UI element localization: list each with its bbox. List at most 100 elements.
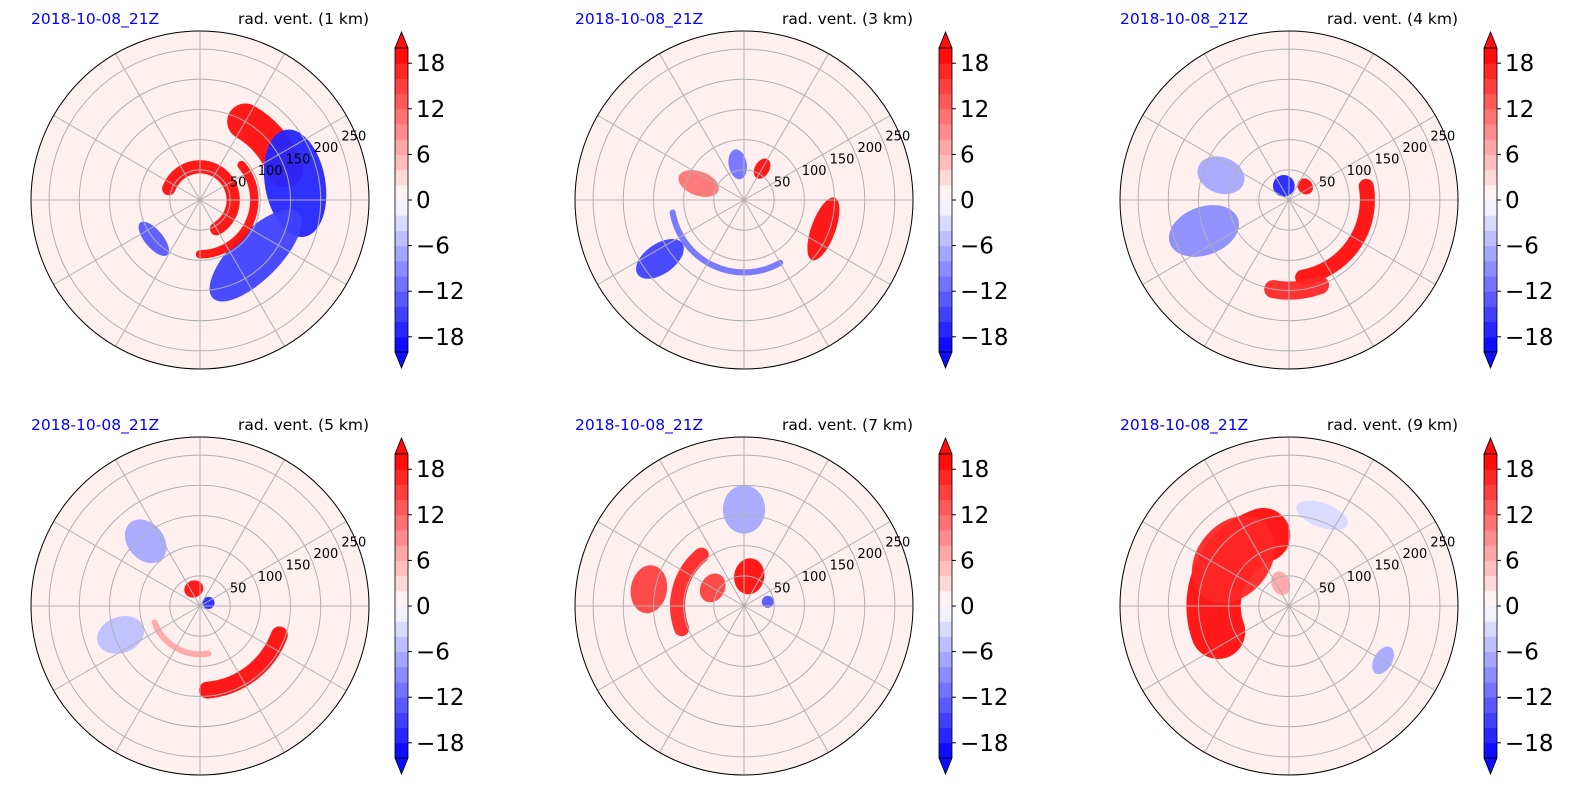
colorbar-tick-label: 12 <box>416 97 445 123</box>
colorbar-tick-label: −18 <box>1505 731 1554 757</box>
radial-tick-label: 150 <box>286 152 311 167</box>
grid-spoke <box>1288 605 1374 753</box>
colorbar-tick-label: 12 <box>960 503 989 529</box>
grid-spoke <box>1288 459 1374 607</box>
colorbar-tick-label: 0 <box>960 594 975 620</box>
colorbar-band <box>395 666 408 683</box>
colorbar-band <box>1484 169 1497 186</box>
grid-spoke <box>743 605 829 753</box>
colorbar-band <box>1484 245 1497 262</box>
grid-spoke <box>659 199 745 347</box>
radial-tick-label: 200 <box>858 141 883 156</box>
radial-tick-label: 50 <box>774 175 791 190</box>
contour-arc <box>669 209 784 276</box>
grid-spoke <box>1142 115 1290 201</box>
colorbar-band <box>395 169 408 186</box>
contour-blob <box>1271 571 1291 596</box>
colorbar-band <box>395 276 408 292</box>
colorbar-band <box>939 154 952 171</box>
colorbar-band <box>1484 697 1497 713</box>
colorbar-band <box>939 260 952 277</box>
grid-spoke <box>199 53 285 201</box>
colorbar-tick-label: 0 <box>960 188 975 214</box>
colorbar-band <box>939 606 952 622</box>
colorbar-tick-label: 12 <box>1505 503 1534 529</box>
colorbar-tick-label: −12 <box>960 279 1009 305</box>
colorbar-tick-label: 0 <box>416 188 431 214</box>
colorbar-tick-label: −18 <box>416 731 465 757</box>
colorbar-band <box>939 306 952 323</box>
grid-spoke <box>1288 199 1374 347</box>
grid-spoke <box>1288 115 1436 201</box>
colorbar-band <box>1484 154 1497 171</box>
grid-spoke <box>53 115 201 201</box>
colorbar-band <box>939 545 952 561</box>
colorbar-band <box>395 727 408 744</box>
radial-tick-label: 200 <box>858 547 883 562</box>
colorbar-band <box>1484 590 1497 607</box>
date-label: 2018-10-08_21Z <box>1120 10 1248 29</box>
colorbar-extend-max <box>1483 30 1498 49</box>
colorbar-band <box>395 139 408 155</box>
colorbar-tick-label: 6 <box>1505 548 1520 574</box>
colorbar-band <box>1484 200 1497 216</box>
colorbar-band <box>395 184 408 201</box>
colorbar-tick-label: 0 <box>1505 188 1520 214</box>
grid-spoke <box>659 605 745 753</box>
radial-tick-label: 50 <box>774 581 791 596</box>
radial-tick-label: 100 <box>1347 570 1372 585</box>
colorbar-band <box>395 245 408 262</box>
grid-spoke <box>199 605 347 691</box>
colorbar-band <box>395 575 408 592</box>
colorbar-band <box>1484 651 1497 668</box>
colorbar: 18 12 6 0 −18 −12 −6 <box>1483 30 1554 370</box>
colorbar-band <box>1484 184 1497 201</box>
grid-spoke <box>1288 53 1374 201</box>
radial-tick-label: 150 <box>286 558 311 573</box>
colorbar-band <box>939 499 952 516</box>
colorbar-tick-label: −18 <box>960 325 1009 351</box>
contour-arc <box>670 547 709 637</box>
colorbar-band <box>395 697 408 713</box>
colorbar: 18 12 6 0 −18 −12 −6 <box>1483 436 1554 776</box>
colorbar-band <box>395 514 408 531</box>
polar-frame <box>30 30 370 370</box>
colorbar-band <box>395 636 408 653</box>
radial-tick-label: 150 <box>830 152 855 167</box>
grid-spoke <box>659 459 745 607</box>
colorbar-tick-label: 12 <box>416 503 445 529</box>
colorbar-band <box>395 108 408 125</box>
contour-blob <box>1297 178 1313 195</box>
colorbar-extend-max <box>938 436 953 455</box>
panel-title: rad. vent. (3 km) <box>782 10 913 28</box>
colorbar-band <box>395 484 408 501</box>
polar-frame <box>1119 30 1459 370</box>
colorbar-band <box>395 93 408 110</box>
colorbar-band <box>939 108 952 125</box>
grid-spoke <box>1142 521 1290 607</box>
colorbar-tick-label: 12 <box>960 97 989 123</box>
panel-title: rad. vent. (7 km) <box>782 416 913 434</box>
grid-spoke <box>199 199 285 347</box>
colorbar-band <box>395 336 408 353</box>
colorbar-tick-label: −6 <box>416 234 450 260</box>
colorbar-band <box>939 621 952 637</box>
colorbar-tick-label: −12 <box>960 685 1009 711</box>
panel-title: rad. vent. (4 km) <box>1327 10 1458 28</box>
colorbar-band <box>1484 530 1497 546</box>
contour-arc <box>198 626 288 699</box>
colorbar-tick-label: 0 <box>1505 594 1520 620</box>
colorbar-tick-label: 18 <box>960 457 989 483</box>
contour-blob <box>1296 500 1348 530</box>
date-label: 2018-10-08_21Z <box>31 10 159 29</box>
colorbar-band <box>1484 215 1497 231</box>
grid-spoke <box>1288 605 1436 691</box>
polar-frame <box>574 30 914 370</box>
colorbar-extend-min <box>938 351 953 370</box>
grid-spoke <box>53 199 201 285</box>
grid-spoke <box>199 115 347 201</box>
